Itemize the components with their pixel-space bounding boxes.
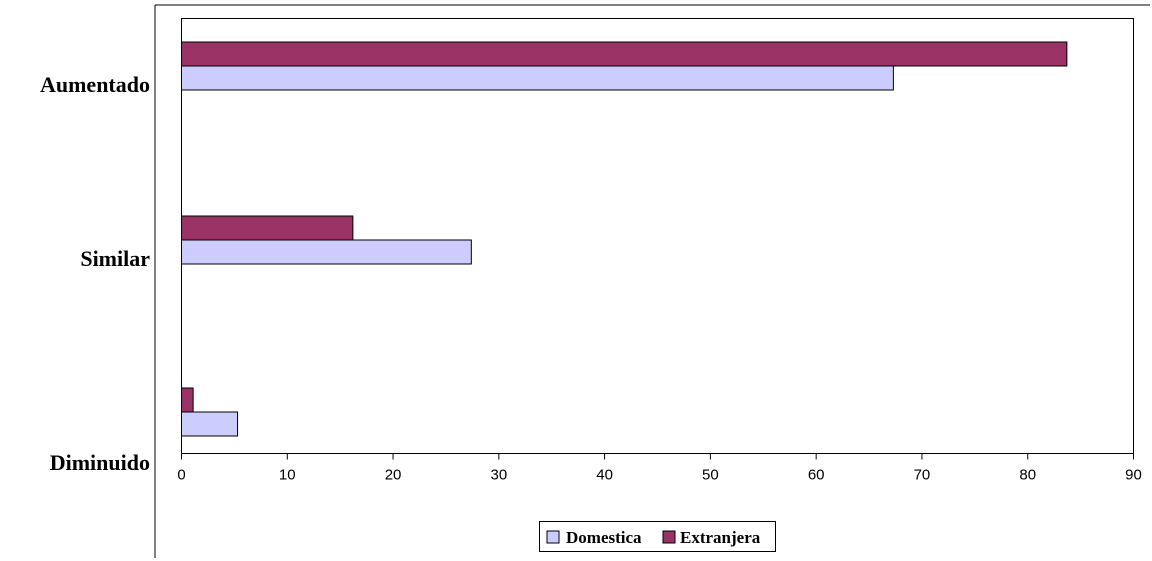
x-tick-label: 50 xyxy=(702,467,719,484)
x-tick-label: 80 xyxy=(1019,467,1036,484)
category-labels: Aumentado Similar Diminuido xyxy=(40,72,150,475)
x-tick-label: 10 xyxy=(279,467,296,484)
x-tick-label: 70 xyxy=(914,467,931,484)
x-tick-label: 30 xyxy=(490,467,507,484)
category-label-similar: Similar xyxy=(80,246,150,271)
chart-area-frame xyxy=(154,4,1150,558)
bars xyxy=(181,41,1068,437)
bar-domestica-diminuido xyxy=(181,411,239,437)
legend-swatch-domestica xyxy=(546,530,560,544)
legend: Domestica Extranjera xyxy=(539,521,776,552)
bar-extranjera-aumentado xyxy=(181,41,1068,67)
category-label-diminuido: Diminuido xyxy=(50,450,150,475)
bar-extranjera-similar xyxy=(181,215,354,241)
legend-label-extranjera: Extranjera xyxy=(680,528,761,547)
legend-label-domestica: Domestica xyxy=(566,528,642,547)
bar-domestica-aumentado xyxy=(181,65,894,91)
legend-box xyxy=(539,521,776,552)
x-tick-label: 40 xyxy=(596,467,613,484)
x-axis-ticks: 0 10 20 30 40 50 60 70 80 90 xyxy=(177,453,1142,484)
x-tick-label: 0 xyxy=(177,467,185,484)
legend-swatch-extranjera xyxy=(662,530,676,544)
x-tick-label: 60 xyxy=(808,467,825,484)
category-label-aumentado: Aumentado xyxy=(40,72,150,97)
x-tick-label: 90 xyxy=(1125,467,1142,484)
bar-domestica-similar xyxy=(181,239,472,265)
x-tick-label: 20 xyxy=(385,467,402,484)
bar-extranjera-diminuido xyxy=(181,387,194,413)
